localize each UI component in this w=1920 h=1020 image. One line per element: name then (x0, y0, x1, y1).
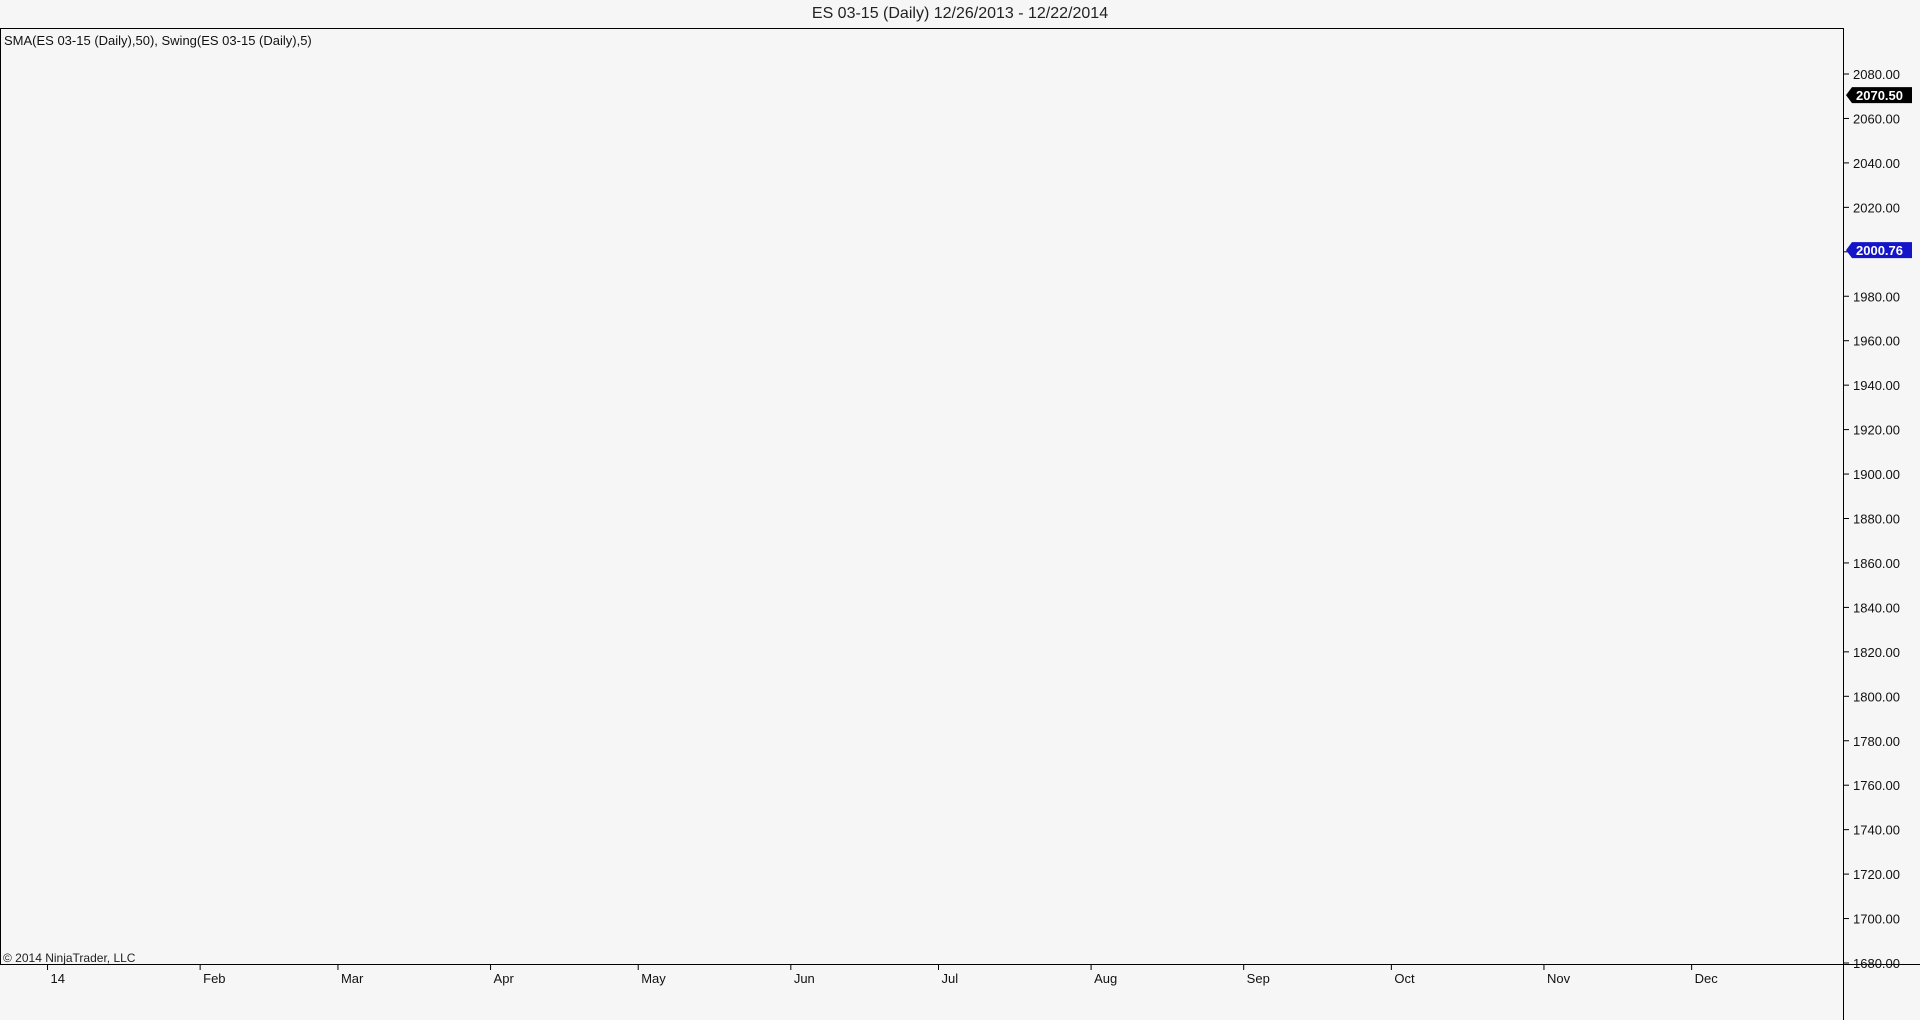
sma-value-marker-text: 2000.76 (1856, 243, 1903, 258)
window-title: ES 03-15 (Daily) 12/26/2013 - 12/22/2014 (0, 0, 1920, 28)
copyright-notice: © 2014 NinjaTrader, LLC (3, 951, 136, 965)
y-tick-label: 1820.00 (1853, 645, 1900, 660)
last-price-marker-text: 2070.50 (1856, 88, 1903, 103)
y-tick-label: 2060.00 (1853, 111, 1900, 126)
sma-value-marker-bg (1846, 242, 1912, 259)
y-tick-label: 1840.00 (1853, 600, 1900, 615)
y-tick-label: 1760.00 (1853, 778, 1900, 793)
x-tick-label: Apr (494, 971, 515, 986)
indicator-legend: SMA(ES 03-15 (Daily),50), Swing(ES 03-15… (4, 33, 312, 48)
y-tick-label: 1900.00 (1853, 467, 1900, 482)
x-tick-label: Oct (1394, 971, 1415, 986)
x-tick-label: Mar (341, 971, 364, 986)
y-tick-label: 1980.00 (1853, 289, 1900, 304)
y-tick-label: 2080.00 (1853, 67, 1900, 82)
x-tick-label: Feb (203, 971, 225, 986)
y-tick-label: 1920.00 (1853, 423, 1900, 438)
y-tick-label: 1960.00 (1853, 334, 1900, 349)
x-tick-label: Dec (1695, 971, 1719, 986)
y-tick-label: 1680.00 (1853, 956, 1900, 971)
last-price-marker-bg (1846, 87, 1912, 104)
y-tick-label: 1700.00 (1853, 912, 1900, 927)
x-tick-label: Nov (1547, 971, 1571, 986)
plot-area[interactable] (0, 28, 1844, 965)
x-tick-label: Aug (1094, 971, 1117, 986)
y-tick-label: 2040.00 (1853, 156, 1900, 171)
y-tick-label: 1780.00 (1853, 734, 1900, 749)
x-tick-label: Jun (794, 971, 815, 986)
y-tick-label: 2020.00 (1853, 200, 1900, 215)
y-tick-label: 1720.00 (1853, 867, 1900, 882)
x-tick-label: May (641, 971, 666, 986)
y-tick-label: 1860.00 (1853, 556, 1900, 571)
y-tick-label: 1880.00 (1853, 512, 1900, 527)
y-tick-label: 1940.00 (1853, 378, 1900, 393)
sma-value-marker: 2000.76 (1846, 242, 1912, 259)
x-tick-label: 14 (51, 971, 65, 986)
last-price-marker: 2070.50 (1846, 87, 1912, 104)
y-tick-label: 1800.00 (1853, 689, 1900, 704)
x-tick-label: Sep (1247, 971, 1270, 986)
x-tick-label: Jul (941, 971, 958, 986)
y-tick-label: 1740.00 (1853, 823, 1900, 838)
axes: 1680.00 1700.00 1720.00 1740.00 1760.00 1780.… (0, 28, 1920, 1020)
